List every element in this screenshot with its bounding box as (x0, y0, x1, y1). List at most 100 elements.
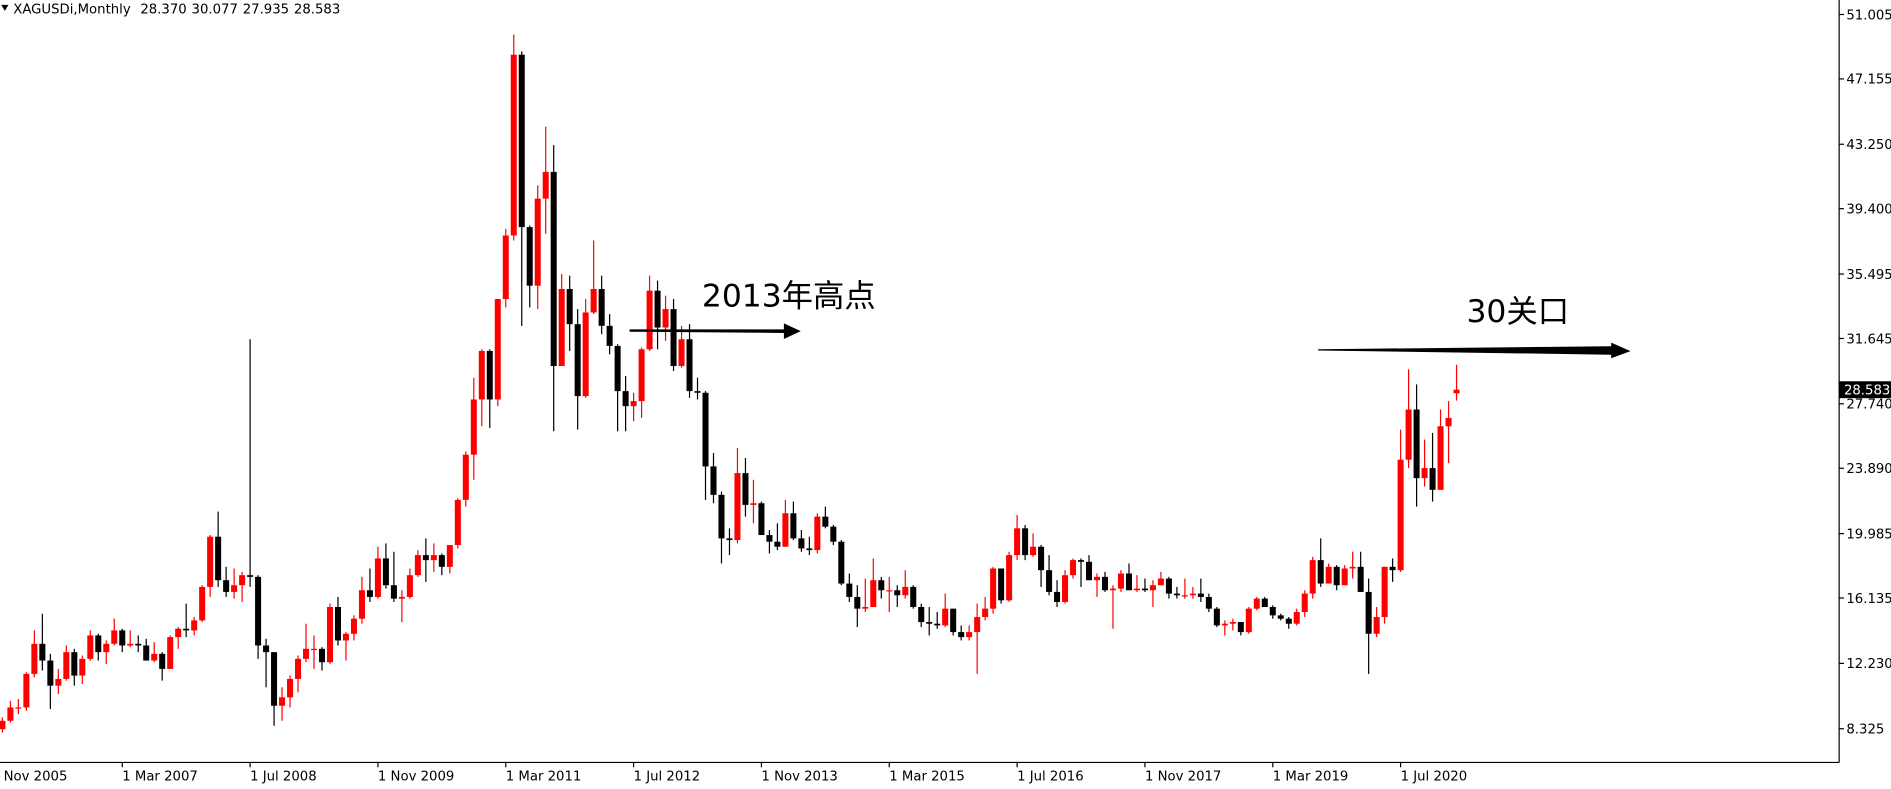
candle-body (550, 171, 557, 367)
candle-body (1317, 560, 1324, 584)
candle-body (374, 558, 381, 597)
candle-body (223, 580, 230, 592)
candle-body (782, 513, 789, 547)
y-tick-label: 16.135 (1846, 592, 1891, 607)
candle-body (686, 339, 693, 392)
candle-body (1373, 617, 1380, 634)
candle-body (390, 585, 397, 599)
candle-body (1030, 546, 1037, 556)
candle-body (430, 555, 437, 561)
candle-body (1006, 555, 1013, 601)
candle-body (1189, 593, 1196, 596)
candle-body (1054, 591, 1061, 602)
candle-body (1237, 622, 1244, 633)
candle-body (910, 586, 917, 607)
candle-body (1046, 570, 1053, 592)
x-tick-label: Nov 2005 (4, 770, 68, 785)
candle-body (1133, 588, 1140, 591)
candle-body (822, 516, 829, 527)
candle-body (870, 580, 877, 607)
x-tick-label: 1 Jul 2008 (250, 770, 317, 785)
candle-body (758, 503, 765, 536)
candle-body (1022, 528, 1029, 556)
candle-body (1381, 566, 1388, 618)
candle-body (1445, 417, 1452, 427)
annotation: 30关口 (1466, 294, 1569, 330)
x-tick-label: 1 Nov 2009 (378, 770, 454, 785)
annotation: 2013年高点 (702, 278, 876, 314)
candle-body (215, 536, 222, 581)
candle-body (1085, 561, 1093, 581)
candle-body (1014, 528, 1021, 556)
candle-body (398, 596, 405, 599)
candle-body (1405, 409, 1412, 460)
candle-body (1141, 588, 1148, 591)
candle-body (990, 568, 997, 609)
candle-body (966, 632, 973, 638)
candle-body (1429, 468, 1436, 490)
high-label: 30.077 (192, 2, 238, 17)
price-marker-label: 28.583 (1844, 384, 1890, 399)
candle-body (1325, 566, 1332, 584)
candle-body (886, 590, 893, 592)
candle-body (1038, 546, 1045, 571)
candle-body (207, 536, 214, 587)
candle-body (798, 538, 805, 549)
candle-body (1101, 576, 1109, 591)
candle-body (534, 198, 541, 286)
candle-body (478, 350, 485, 400)
candle-body (974, 617, 981, 633)
candle-body (846, 583, 853, 597)
candle-body (1333, 566, 1340, 586)
arrow (1318, 342, 1631, 359)
candle-body (350, 618, 357, 634)
candle-body (614, 345, 621, 392)
menu-triangle[interactable] (1, 4, 9, 11)
candle-body (542, 171, 549, 199)
candle-body (1341, 568, 1348, 586)
candle-body (1349, 566, 1356, 569)
candle-body (1357, 566, 1364, 592)
candle-body (630, 401, 637, 407)
candle-body (1397, 459, 1404, 571)
candle-body (414, 555, 421, 576)
candle-body (1165, 578, 1172, 594)
candle-body (31, 643, 38, 674)
candle-body (103, 643, 110, 653)
candle-body (1421, 468, 1428, 479)
candle-body (119, 630, 126, 646)
candle-body (750, 503, 757, 505)
x-tick-label: 1 Nov 2017 (1145, 770, 1221, 785)
y-tick-label: 39.400 (1846, 203, 1891, 218)
candle-body (255, 576, 262, 646)
candle-body (15, 707, 22, 709)
candle-body (702, 392, 709, 467)
candle-body (1197, 593, 1204, 597)
candle-body (1070, 560, 1077, 576)
candle-body (1269, 606, 1276, 616)
candle-body (902, 586, 909, 596)
candle-body (87, 635, 94, 659)
candle-body (1245, 608, 1252, 633)
candle-body (982, 608, 989, 618)
open-label: 28.370 (140, 2, 186, 17)
x-tick-label: 1 Mar 2019 (1273, 770, 1349, 785)
candle-body (239, 575, 246, 586)
low-label: 27.935 (243, 2, 289, 17)
candle-body (1453, 389, 1460, 394)
candle-body (726, 538, 733, 541)
candle-body (279, 697, 286, 706)
candle-body (670, 309, 677, 367)
candle-body (1205, 596, 1212, 609)
candle-body (111, 630, 118, 644)
candle-body (55, 678, 62, 686)
y-tick-label: 23.890 (1846, 462, 1891, 477)
y-tick-label: 27.740 (1846, 398, 1891, 413)
symbol-title: XAGUSDi,Monthly (13, 2, 131, 17)
y-tick-label: 12.230 (1846, 657, 1891, 672)
candle-body (263, 645, 270, 653)
candle-body (1181, 595, 1188, 597)
candle-body (167, 637, 174, 669)
candle-body (486, 350, 493, 400)
